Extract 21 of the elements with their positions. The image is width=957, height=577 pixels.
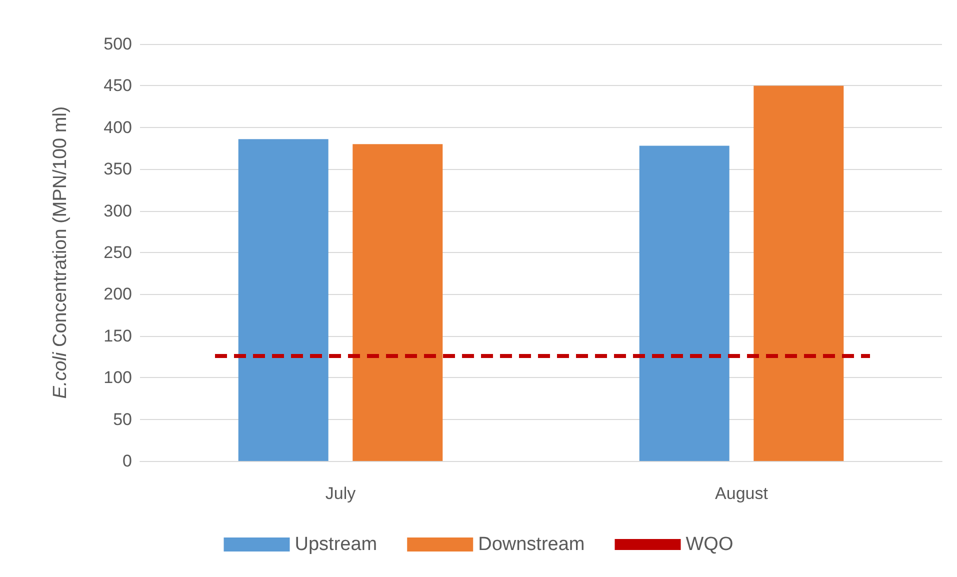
y-tick-label: 150: [104, 326, 132, 346]
y-tick-label: 350: [104, 160, 132, 179]
y-tick-label: 450: [104, 76, 132, 96]
y-axis-title: E.coli Concentration (MPN/100 ml): [50, 106, 71, 399]
y-tick-label: 200: [104, 284, 132, 304]
y-tick-label: 400: [104, 118, 132, 137]
x-tick-label: August: [715, 484, 768, 503]
bar: [238, 139, 328, 461]
bar: [352, 144, 443, 461]
y-tick-label: 0: [122, 452, 132, 470]
legend-label: WQO: [686, 534, 734, 555]
legend-label: Upstream: [294, 534, 378, 555]
y-tick-label: 500: [104, 34, 132, 54]
y-tick-label: 300: [104, 201, 132, 220]
x-tick-label: July: [325, 484, 356, 503]
bar: [639, 146, 730, 461]
y-tick-label: 100: [104, 368, 132, 388]
bar: [754, 86, 844, 461]
y-tick-label: 50: [113, 410, 132, 429]
y-tick-label: 250: [104, 243, 132, 262]
legend-label: Downstream: [478, 534, 585, 555]
